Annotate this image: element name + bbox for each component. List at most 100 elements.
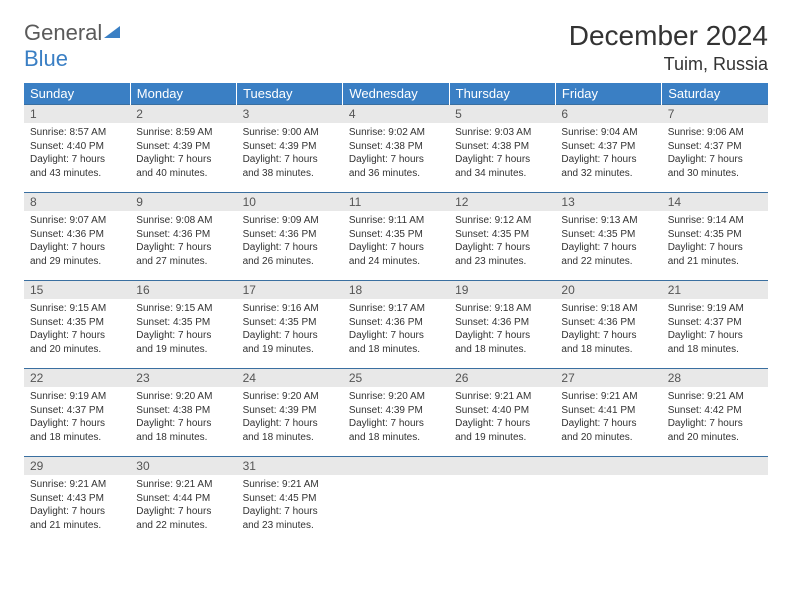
day-content: Sunrise: 8:59 AMSunset: 4:39 PMDaylight:…: [130, 123, 236, 184]
day-number: 18: [343, 281, 449, 299]
calendar-day-cell: 22Sunrise: 9:19 AMSunset: 4:37 PMDayligh…: [24, 369, 130, 457]
brand-part1: General: [24, 20, 102, 45]
day-content: Sunrise: 9:11 AMSunset: 4:35 PMDaylight:…: [343, 211, 449, 272]
calendar-day-cell: 24Sunrise: 9:20 AMSunset: 4:39 PMDayligh…: [237, 369, 343, 457]
calendar-day-cell: [343, 457, 449, 545]
day-content: Sunrise: 9:14 AMSunset: 4:35 PMDaylight:…: [662, 211, 768, 272]
day-content: Sunrise: 9:19 AMSunset: 4:37 PMDaylight:…: [24, 387, 130, 448]
day-number: 15: [24, 281, 130, 299]
day-number: 5: [449, 105, 555, 123]
calendar-day-cell: [555, 457, 661, 545]
day-content: Sunrise: 9:00 AMSunset: 4:39 PMDaylight:…: [237, 123, 343, 184]
calendar-day-cell: [662, 457, 768, 545]
day-number: 1: [24, 105, 130, 123]
day-content-empty: [662, 475, 768, 535]
calendar-day-cell: 9Sunrise: 9:08 AMSunset: 4:36 PMDaylight…: [130, 193, 236, 281]
calendar-head: SundayMondayTuesdayWednesdayThursdayFrid…: [24, 83, 768, 105]
calendar-day-cell: 21Sunrise: 9:19 AMSunset: 4:37 PMDayligh…: [662, 281, 768, 369]
day-number: 29: [24, 457, 130, 475]
day-header: Saturday: [662, 83, 768, 105]
calendar-week-row: 15Sunrise: 9:15 AMSunset: 4:35 PMDayligh…: [24, 281, 768, 369]
calendar-week-row: 22Sunrise: 9:19 AMSunset: 4:37 PMDayligh…: [24, 369, 768, 457]
calendar-day-cell: 1Sunrise: 8:57 AMSunset: 4:40 PMDaylight…: [24, 105, 130, 193]
day-content: Sunrise: 9:16 AMSunset: 4:35 PMDaylight:…: [237, 299, 343, 360]
month-title: December 2024: [569, 20, 768, 52]
calendar-day-cell: 12Sunrise: 9:12 AMSunset: 4:35 PMDayligh…: [449, 193, 555, 281]
day-header: Wednesday: [343, 83, 449, 105]
day-content: Sunrise: 9:12 AMSunset: 4:35 PMDaylight:…: [449, 211, 555, 272]
day-content: Sunrise: 9:15 AMSunset: 4:35 PMDaylight:…: [24, 299, 130, 360]
calendar-day-cell: 11Sunrise: 9:11 AMSunset: 4:35 PMDayligh…: [343, 193, 449, 281]
brand-logo: GeneralBlue: [24, 20, 122, 72]
day-content: Sunrise: 9:20 AMSunset: 4:39 PMDaylight:…: [343, 387, 449, 448]
day-content: Sunrise: 9:09 AMSunset: 4:36 PMDaylight:…: [237, 211, 343, 272]
day-content: Sunrise: 9:21 AMSunset: 4:40 PMDaylight:…: [449, 387, 555, 448]
calendar-day-cell: 3Sunrise: 9:00 AMSunset: 4:39 PMDaylight…: [237, 105, 343, 193]
day-content: Sunrise: 9:21 AMSunset: 4:42 PMDaylight:…: [662, 387, 768, 448]
day-content: Sunrise: 9:04 AMSunset: 4:37 PMDaylight:…: [555, 123, 661, 184]
calendar-day-cell: 23Sunrise: 9:20 AMSunset: 4:38 PMDayligh…: [130, 369, 236, 457]
day-number: 23: [130, 369, 236, 387]
day-header: Monday: [130, 83, 236, 105]
day-number: 14: [662, 193, 768, 211]
calendar-table: SundayMondayTuesdayWednesdayThursdayFrid…: [24, 83, 768, 545]
calendar-day-cell: 30Sunrise: 9:21 AMSunset: 4:44 PMDayligh…: [130, 457, 236, 545]
calendar-day-cell: 5Sunrise: 9:03 AMSunset: 4:38 PMDaylight…: [449, 105, 555, 193]
calendar-week-row: 1Sunrise: 8:57 AMSunset: 4:40 PMDaylight…: [24, 105, 768, 193]
brand-part2: Blue: [24, 46, 68, 71]
day-number: 12: [449, 193, 555, 211]
location-text: Tuim, Russia: [569, 54, 768, 75]
calendar-day-cell: 16Sunrise: 9:15 AMSunset: 4:35 PMDayligh…: [130, 281, 236, 369]
calendar-day-cell: 19Sunrise: 9:18 AMSunset: 4:36 PMDayligh…: [449, 281, 555, 369]
day-content: Sunrise: 9:13 AMSunset: 4:35 PMDaylight:…: [555, 211, 661, 272]
day-number: 31: [237, 457, 343, 475]
day-content-empty: [449, 475, 555, 535]
calendar-day-cell: 31Sunrise: 9:21 AMSunset: 4:45 PMDayligh…: [237, 457, 343, 545]
calendar-day-cell: 8Sunrise: 9:07 AMSunset: 4:36 PMDaylight…: [24, 193, 130, 281]
day-content: Sunrise: 9:02 AMSunset: 4:38 PMDaylight:…: [343, 123, 449, 184]
day-number: 8: [24, 193, 130, 211]
calendar-day-cell: 2Sunrise: 8:59 AMSunset: 4:39 PMDaylight…: [130, 105, 236, 193]
day-content: Sunrise: 9:21 AMSunset: 4:44 PMDaylight:…: [130, 475, 236, 536]
day-content: Sunrise: 9:21 AMSunset: 4:41 PMDaylight:…: [555, 387, 661, 448]
day-number: 30: [130, 457, 236, 475]
day-number: 16: [130, 281, 236, 299]
day-number-empty: [662, 457, 768, 475]
day-number: 26: [449, 369, 555, 387]
day-number: 20: [555, 281, 661, 299]
day-content: Sunrise: 9:19 AMSunset: 4:37 PMDaylight:…: [662, 299, 768, 360]
calendar-day-cell: 7Sunrise: 9:06 AMSunset: 4:37 PMDaylight…: [662, 105, 768, 193]
day-content-empty: [343, 475, 449, 535]
day-content: Sunrise: 9:18 AMSunset: 4:36 PMDaylight:…: [449, 299, 555, 360]
calendar-day-cell: 18Sunrise: 9:17 AMSunset: 4:36 PMDayligh…: [343, 281, 449, 369]
calendar-day-cell: 29Sunrise: 9:21 AMSunset: 4:43 PMDayligh…: [24, 457, 130, 545]
calendar-day-cell: [449, 457, 555, 545]
day-content: Sunrise: 9:17 AMSunset: 4:36 PMDaylight:…: [343, 299, 449, 360]
calendar-day-cell: 25Sunrise: 9:20 AMSunset: 4:39 PMDayligh…: [343, 369, 449, 457]
day-content: Sunrise: 9:06 AMSunset: 4:37 PMDaylight:…: [662, 123, 768, 184]
day-number: 6: [555, 105, 661, 123]
day-header: Sunday: [24, 83, 130, 105]
calendar-day-cell: 4Sunrise: 9:02 AMSunset: 4:38 PMDaylight…: [343, 105, 449, 193]
calendar-day-cell: 13Sunrise: 9:13 AMSunset: 4:35 PMDayligh…: [555, 193, 661, 281]
page-header: GeneralBlue December 2024 Tuim, Russia: [24, 20, 768, 75]
calendar-day-cell: 26Sunrise: 9:21 AMSunset: 4:40 PMDayligh…: [449, 369, 555, 457]
day-number: 13: [555, 193, 661, 211]
day-content-empty: [555, 475, 661, 535]
day-number-empty: [449, 457, 555, 475]
day-content: Sunrise: 9:21 AMSunset: 4:43 PMDaylight:…: [24, 475, 130, 536]
day-header: Friday: [555, 83, 661, 105]
triangle-icon: [102, 20, 122, 46]
day-content: Sunrise: 9:18 AMSunset: 4:36 PMDaylight:…: [555, 299, 661, 360]
calendar-week-row: 29Sunrise: 9:21 AMSunset: 4:43 PMDayligh…: [24, 457, 768, 545]
day-number: 28: [662, 369, 768, 387]
title-block: December 2024 Tuim, Russia: [569, 20, 768, 75]
calendar-week-row: 8Sunrise: 9:07 AMSunset: 4:36 PMDaylight…: [24, 193, 768, 281]
day-content: Sunrise: 9:03 AMSunset: 4:38 PMDaylight:…: [449, 123, 555, 184]
day-number: 25: [343, 369, 449, 387]
day-content: Sunrise: 9:15 AMSunset: 4:35 PMDaylight:…: [130, 299, 236, 360]
day-number: 11: [343, 193, 449, 211]
day-content: Sunrise: 9:20 AMSunset: 4:39 PMDaylight:…: [237, 387, 343, 448]
calendar-day-cell: 27Sunrise: 9:21 AMSunset: 4:41 PMDayligh…: [555, 369, 661, 457]
calendar-day-cell: 28Sunrise: 9:21 AMSunset: 4:42 PMDayligh…: [662, 369, 768, 457]
